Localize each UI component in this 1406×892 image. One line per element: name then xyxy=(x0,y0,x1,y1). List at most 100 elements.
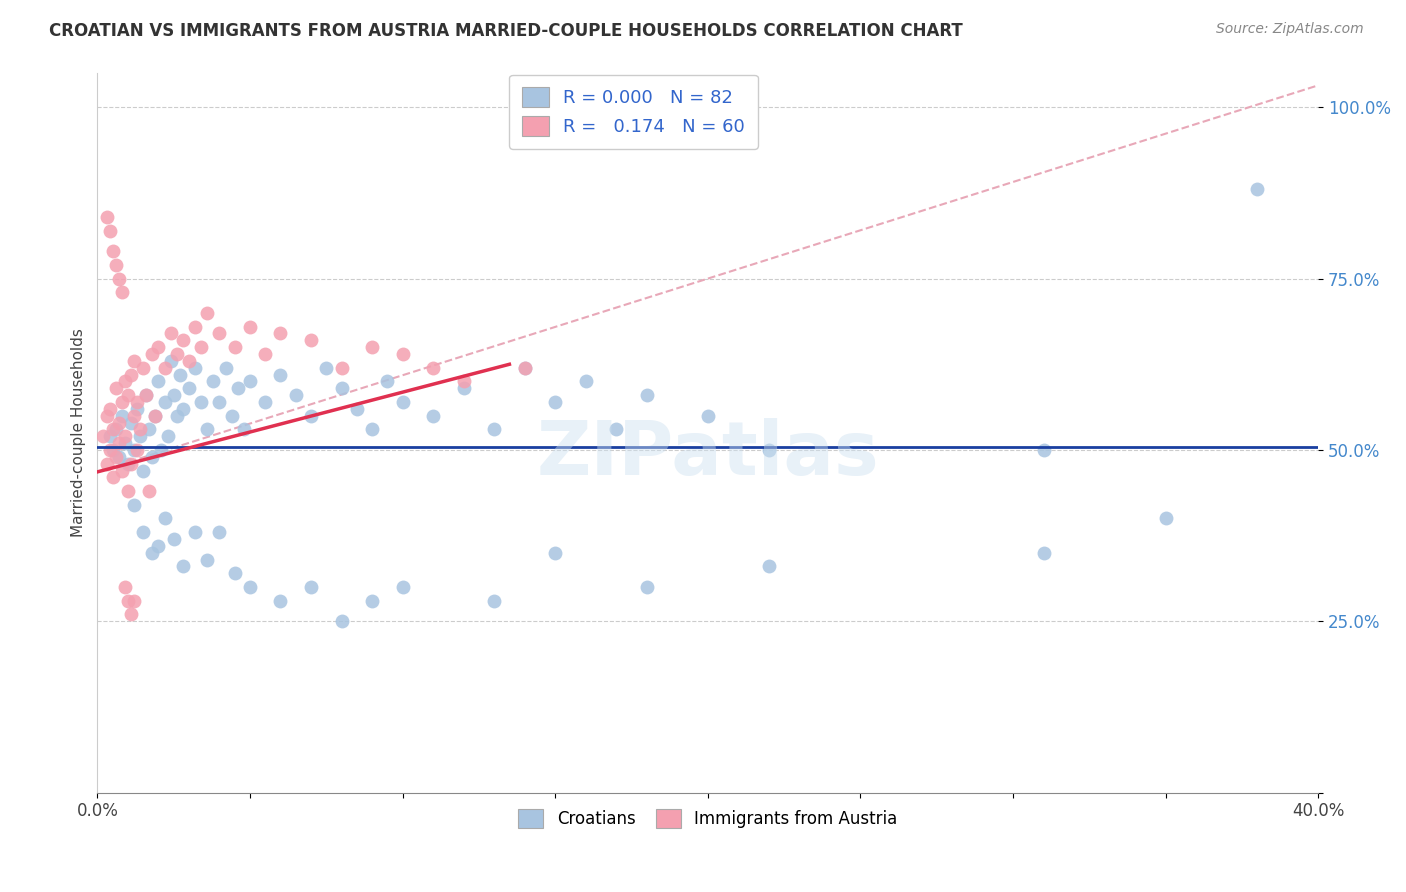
Text: Source: ZipAtlas.com: Source: ZipAtlas.com xyxy=(1216,22,1364,37)
Point xyxy=(107,416,129,430)
Point xyxy=(117,457,139,471)
Point xyxy=(117,484,139,499)
Point xyxy=(96,210,118,224)
Point xyxy=(98,224,121,238)
Point xyxy=(104,258,127,272)
Point xyxy=(114,429,136,443)
Point xyxy=(224,566,246,581)
Point xyxy=(141,546,163,560)
Point xyxy=(148,340,170,354)
Point xyxy=(141,347,163,361)
Point xyxy=(111,463,134,477)
Point xyxy=(120,457,142,471)
Point xyxy=(107,436,129,450)
Point xyxy=(120,607,142,622)
Point xyxy=(195,306,218,320)
Point xyxy=(111,409,134,423)
Point xyxy=(107,271,129,285)
Point xyxy=(190,340,212,354)
Point xyxy=(114,375,136,389)
Point xyxy=(143,409,166,423)
Point xyxy=(226,381,249,395)
Point xyxy=(101,442,124,457)
Point xyxy=(696,409,718,423)
Point xyxy=(1246,182,1268,196)
Point xyxy=(148,539,170,553)
Point xyxy=(129,429,152,443)
Point xyxy=(156,429,179,443)
Point xyxy=(330,381,353,395)
Point xyxy=(544,546,567,560)
Point xyxy=(605,422,627,436)
Point xyxy=(120,416,142,430)
Point xyxy=(166,409,188,423)
Point xyxy=(315,360,337,375)
Point xyxy=(143,409,166,423)
Point xyxy=(214,360,236,375)
Text: ZIPatlas: ZIPatlas xyxy=(537,418,879,491)
Point xyxy=(132,360,155,375)
Point xyxy=(122,409,145,423)
Point xyxy=(208,326,231,341)
Point xyxy=(184,525,207,540)
Point xyxy=(195,552,218,566)
Legend: Croatians, Immigrants from Austria: Croatians, Immigrants from Austria xyxy=(512,803,904,835)
Point xyxy=(122,593,145,607)
Point xyxy=(132,525,155,540)
Point xyxy=(150,442,173,457)
Point xyxy=(1032,442,1054,457)
Point xyxy=(153,511,176,525)
Point xyxy=(125,395,148,409)
Point xyxy=(141,450,163,464)
Point xyxy=(232,422,254,436)
Point xyxy=(195,422,218,436)
Point xyxy=(636,580,658,594)
Y-axis label: Married-couple Households: Married-couple Households xyxy=(72,328,86,537)
Point xyxy=(125,442,148,457)
Point xyxy=(138,422,160,436)
Point xyxy=(104,450,127,464)
Point xyxy=(148,375,170,389)
Point xyxy=(254,347,277,361)
Point xyxy=(159,354,181,368)
Point xyxy=(254,395,277,409)
Point xyxy=(107,450,129,464)
Point xyxy=(172,401,194,416)
Point xyxy=(101,470,124,484)
Point xyxy=(104,381,127,395)
Point xyxy=(513,360,536,375)
Point xyxy=(221,409,243,423)
Point xyxy=(375,375,398,389)
Point xyxy=(166,347,188,361)
Point xyxy=(346,401,368,416)
Point xyxy=(122,498,145,512)
Point xyxy=(129,422,152,436)
Point xyxy=(1032,546,1054,560)
Point xyxy=(101,244,124,259)
Point xyxy=(575,375,598,389)
Point xyxy=(299,580,322,594)
Point xyxy=(117,388,139,402)
Point xyxy=(98,429,121,443)
Point xyxy=(101,422,124,436)
Point xyxy=(153,360,176,375)
Point xyxy=(1154,511,1177,525)
Point xyxy=(159,326,181,341)
Point xyxy=(177,354,200,368)
Point xyxy=(111,395,134,409)
Point xyxy=(177,381,200,395)
Point xyxy=(122,442,145,457)
Point xyxy=(330,615,353,629)
Point xyxy=(184,360,207,375)
Point xyxy=(636,388,658,402)
Point xyxy=(482,593,505,607)
Point xyxy=(135,388,157,402)
Point xyxy=(239,580,262,594)
Point xyxy=(482,422,505,436)
Point xyxy=(114,580,136,594)
Point xyxy=(169,368,191,382)
Point xyxy=(98,401,121,416)
Point xyxy=(422,409,444,423)
Point xyxy=(361,593,384,607)
Point xyxy=(544,395,567,409)
